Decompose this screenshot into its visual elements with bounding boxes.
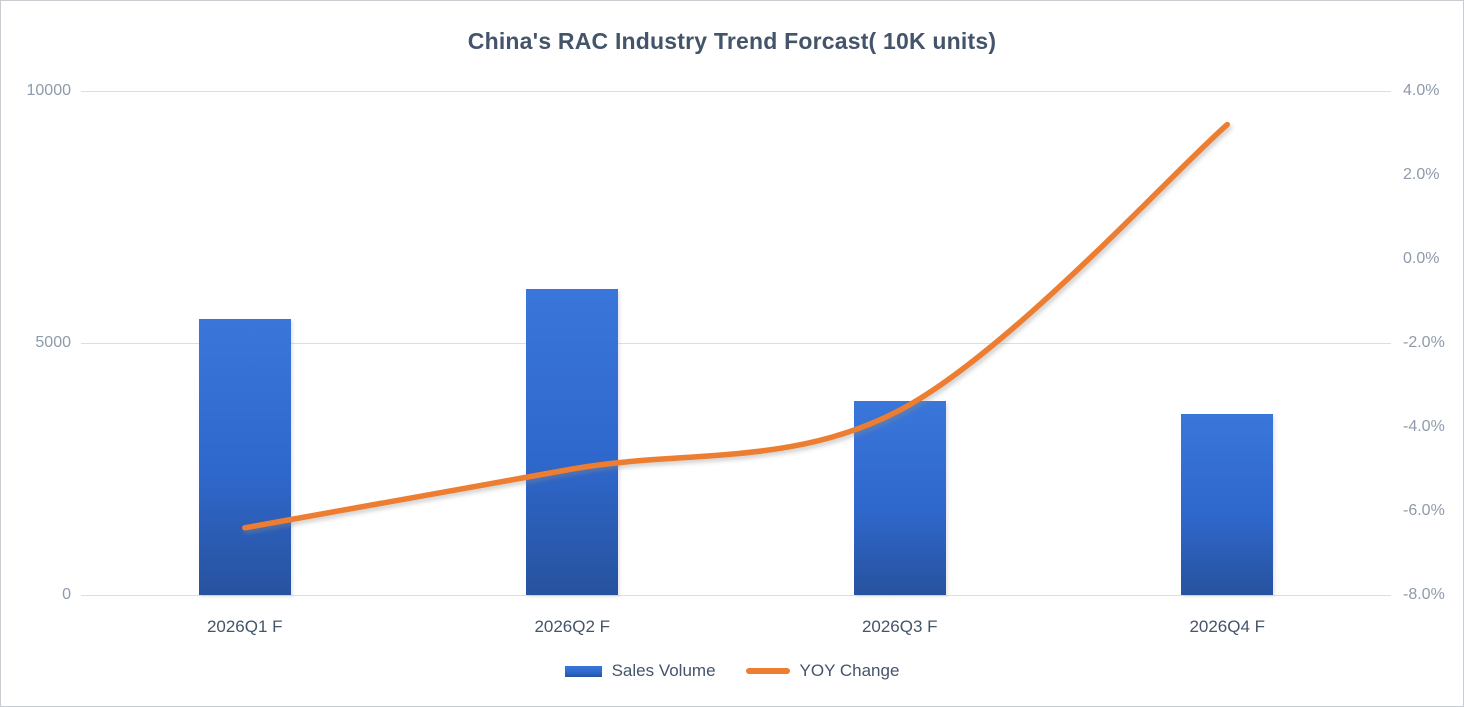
right-axis-tick-label: 2.0% <box>1403 166 1440 183</box>
right-axis-tick-label: 0.0% <box>1403 250 1440 267</box>
x-axis-category-label: 2026Q1 F <box>206 617 283 636</box>
legend-item-yoy-change: YOY Change <box>745 661 900 681</box>
legend-item-sales-volume: Sales Volume <box>564 661 716 681</box>
bar-sales-volume-2026q3-f <box>853 400 946 595</box>
left-axis-tick-label: 0 <box>62 586 71 603</box>
plot-area <box>81 91 1391 596</box>
right-axis-tick-label: -4.0% <box>1403 418 1445 435</box>
x-axis-category-label: 2026Q3 F <box>861 617 938 636</box>
legend-label-yoy-change: YOY Change <box>799 661 900 680</box>
x-axis-category-label: 2026Q2 F <box>534 617 611 636</box>
x-axis-category-label: 2026Q4 F <box>1189 617 1266 636</box>
chart-title: China's RAC Industry Trend Forcast( 10K … <box>467 28 997 54</box>
left-axis-tick-label: 5000 <box>35 334 71 351</box>
left-axis-tick-label: 10000 <box>26 82 72 99</box>
right-axis-tick-label: -2.0% <box>1403 334 1445 351</box>
line-series-swatch-icon <box>745 668 790 674</box>
bar-sales-volume-2026q2-f <box>526 289 619 595</box>
bar-sales-volume-2026q4-f <box>1181 414 1274 595</box>
yoy-line-layer <box>242 121 1230 531</box>
right-axis-tick-label: -6.0% <box>1403 502 1445 519</box>
right-axis-tick-label: -8.0% <box>1403 586 1445 603</box>
gridline-0 <box>81 595 1391 596</box>
right-axis-tick-label: 4.0% <box>1403 82 1440 99</box>
yoy-change-line <box>242 121 1230 531</box>
legend-label-sales-volume: Sales Volume <box>611 661 716 680</box>
legend: Sales Volume YOY Change <box>1 661 1463 681</box>
gridline-5000 <box>81 343 1391 344</box>
bar-sales-volume-2026q1-f <box>198 318 291 595</box>
bar-series-swatch-icon <box>564 665 602 677</box>
gridline-10000 <box>81 91 1391 92</box>
